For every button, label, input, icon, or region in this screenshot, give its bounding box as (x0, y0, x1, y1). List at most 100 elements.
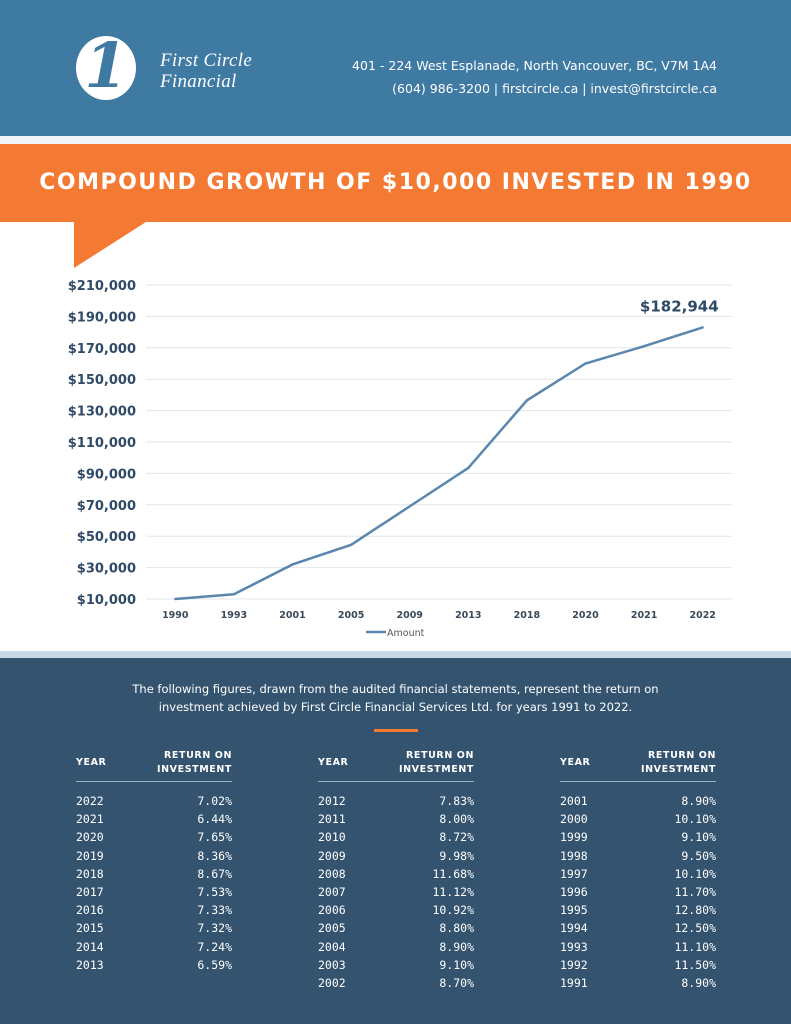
table-row: 2017 7.53% (76, 883, 232, 901)
year-cell: 1996 (560, 884, 588, 899)
y-tick-label: $150,000 (68, 373, 136, 388)
roi-header-line-2: INVESTMENT (640, 763, 716, 775)
roi-cell: 10.10% (674, 812, 716, 827)
roi-cell: 6.44% (197, 812, 232, 827)
data-point (525, 399, 529, 402)
table-row: 1998 9.50% (560, 847, 716, 865)
year-cell: 1993 (560, 939, 588, 954)
roi-cell: 8.90% (681, 794, 716, 808)
year-cell: 2006 (318, 903, 346, 918)
legend-label: Amount (387, 628, 425, 639)
table-row: 2016 7.33% (76, 901, 232, 919)
year-header: YEAR (560, 757, 591, 768)
roi-cell: 11.50% (674, 957, 716, 972)
roi-cell: 12.50% (674, 921, 716, 936)
roi-cell: 7.65% (197, 830, 232, 845)
table-row: 2007 11.12% (318, 883, 474, 901)
year-cell: 2012 (318, 794, 346, 808)
year-cell: 1999 (560, 830, 588, 845)
year-cell: 2013 (76, 957, 104, 972)
year-cell: 2014 (76, 939, 104, 954)
table-row: 2021 6.44% (76, 810, 232, 828)
table-row: 2012 7.83% (318, 792, 474, 810)
year-cell: 2019 (76, 848, 104, 863)
address: 401 - 224 West Esplanade, North Vancouve… (352, 58, 717, 73)
x-tick-label: 2018 (514, 610, 541, 621)
title-band: COMPOUND GROWTH OF $10,000 INVESTED IN 1… (0, 144, 791, 222)
brand-name: First Circle Financial (160, 50, 252, 92)
year-cell: 2011 (318, 812, 346, 827)
roi-cell: 11.12% (432, 884, 474, 899)
table-row: 2001 8.90% (560, 792, 716, 810)
x-tick-label: 2022 (689, 610, 715, 621)
brand-line-1: First Circle (160, 50, 253, 71)
table-row: 2008 11.68% (318, 865, 474, 883)
table-row: 1995 12.80% (560, 901, 716, 919)
table-header: YEAR RETURN ON INVESTMENT (76, 744, 232, 782)
table-row: 2020 7.65% (76, 828, 232, 846)
roi-table: YEAR RETURN ON INVESTMENT 2012 7.83% 2011 8.00… (318, 744, 474, 992)
year-cell: 2002 (318, 975, 346, 990)
table-row: 2005 8.80% (318, 919, 474, 937)
table-row: 1999 9.10% (560, 828, 716, 846)
roi-cell: 11.70% (674, 884, 716, 899)
roi-cell: 8.00% (439, 812, 474, 827)
data-point (232, 593, 236, 596)
roi-cell: 9.98% (439, 848, 474, 863)
roi-cell: 7.33% (197, 903, 232, 918)
roi-cell: 7.32% (197, 921, 232, 936)
logo (76, 36, 136, 100)
table-row: 1991 8.90% (560, 974, 716, 992)
end-value-label: $182,944 (640, 297, 719, 315)
y-tick-label: $30,000 (77, 562, 136, 577)
year-cell: 2015 (76, 921, 104, 936)
table-header: YEAR RETURN ON INVESTMENT (318, 744, 474, 782)
year-cell: 2007 (318, 884, 346, 899)
roi-header-line-2: INVESTMENT (398, 763, 474, 775)
data-point (174, 597, 177, 601)
year-cell: 1991 (560, 975, 588, 990)
roi-table: YEAR RETURN ON INVESTMENT 2001 8.90% 2000 10.1… (560, 744, 716, 992)
roi-cell: 11.10% (674, 939, 716, 954)
y-tick-label: $130,000 (68, 405, 136, 420)
table-row: 2022 7.02% (76, 792, 232, 810)
roi-cell: 6.59% (197, 957, 232, 972)
y-tick-label: $170,000 (68, 342, 136, 357)
roi-header-line-1: RETURN ON (648, 749, 716, 761)
year-cell: 2009 (318, 848, 346, 863)
x-tick-label: 1990 (162, 610, 189, 621)
year-cell: 2017 (76, 884, 104, 899)
year-cell: 2016 (76, 903, 104, 918)
year-cell: 1997 (560, 866, 588, 881)
table-header: YEAR RETURN ON INVESTMENT (560, 744, 716, 782)
table-row: 2018 8.67% (76, 865, 232, 883)
roi-cell: 8.72% (439, 830, 474, 845)
roi-cell: 10.92% (432, 903, 474, 918)
roi-cell: 7.83% (439, 794, 474, 808)
roi-cell: 11.68% (432, 866, 474, 881)
year-cell: 2022 (76, 794, 104, 808)
year-cell: 1992 (560, 957, 588, 972)
logo-mark: 1 (84, 29, 128, 102)
data-point (349, 543, 353, 547)
year-cell: 2004 (318, 939, 346, 954)
year-cell: 2000 (560, 812, 588, 827)
roi-cell: 9.10% (439, 957, 474, 972)
roi-table: YEAR RETURN ON INVESTMENT 2022 7.02% 2021 6.44… (76, 744, 232, 974)
table-row: 2003 9.10% (318, 956, 474, 974)
x-tick-label: 2020 (572, 610, 599, 621)
table-row: 2010 8.72% (318, 828, 474, 846)
roi-header: RETURN ON INVESTMENT (641, 749, 716, 777)
x-tick-label: 2001 (279, 610, 305, 621)
y-tick-label: $70,000 (77, 499, 136, 514)
roi-cell: 9.50% (681, 848, 716, 863)
year-cell: 2005 (318, 921, 346, 936)
year-cell: 2001 (560, 794, 588, 808)
year-cell: 2008 (318, 866, 346, 881)
table-row: 2009 9.98% (318, 847, 474, 865)
roi-header: RETURN ON INVESTMENT (399, 749, 474, 777)
header: 1 First Circle Financial 401 - 224 West … (0, 0, 791, 136)
roi-cell: 9.10% (681, 830, 716, 845)
y-tick-label: $210,000 (68, 279, 136, 294)
year-cell: 2010 (318, 830, 346, 845)
